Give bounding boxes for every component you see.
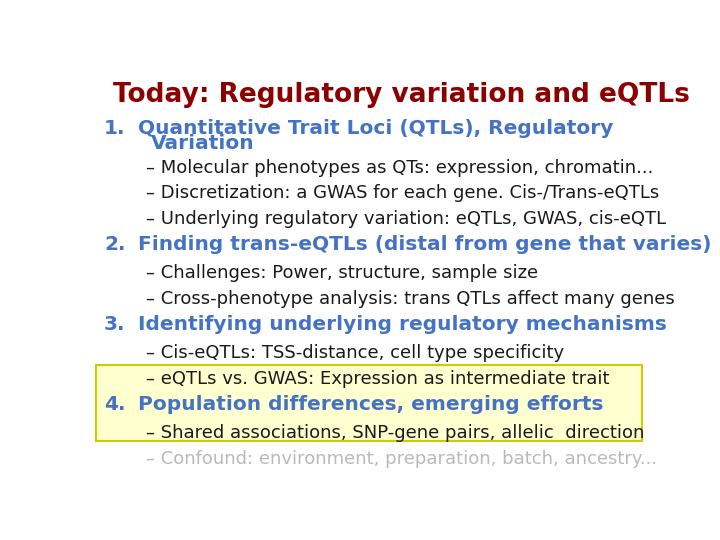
Text: 4.: 4. <box>104 395 125 414</box>
Text: Variation: Variation <box>150 134 254 153</box>
Text: Finding trans-eQTLs (distal from gene that varies): Finding trans-eQTLs (distal from gene th… <box>138 235 711 254</box>
Text: – Underlying regulatory variation: eQTLs, GWAS, cis-eQTL: – Underlying regulatory variation: eQTLs… <box>145 210 666 227</box>
Text: Identifying underlying regulatory mechanisms: Identifying underlying regulatory mechan… <box>138 315 667 334</box>
Text: – Discretization: a GWAS for each gene. Cis-/Trans-eQTLs: – Discretization: a GWAS for each gene. … <box>145 184 659 202</box>
Text: – eQTLs vs. GWAS: Expression as intermediate trait: – eQTLs vs. GWAS: Expression as intermed… <box>145 370 609 388</box>
Text: – Challenges: Power, structure, sample size: – Challenges: Power, structure, sample s… <box>145 264 538 282</box>
Text: – Molecular phenotypes as QTs: expression, chromatin...: – Molecular phenotypes as QTs: expressio… <box>145 159 653 177</box>
Text: 3.: 3. <box>104 315 125 334</box>
Text: Today: Regulatory variation and eQTLs: Today: Regulatory variation and eQTLs <box>113 82 690 108</box>
Text: 2.: 2. <box>104 235 125 254</box>
FancyBboxPatch shape <box>96 365 642 441</box>
Text: 1.: 1. <box>104 119 125 138</box>
Text: – Cross-phenotype analysis: trans QTLs affect many genes: – Cross-phenotype analysis: trans QTLs a… <box>145 289 675 308</box>
Text: Population differences, emerging efforts: Population differences, emerging efforts <box>138 395 603 414</box>
Text: – Shared associations, SNP-gene pairs, allelic  direction: – Shared associations, SNP-gene pairs, a… <box>145 424 644 442</box>
Text: – Cis-eQTLs: TSS-distance, cell type specificity: – Cis-eQTLs: TSS-distance, cell type spe… <box>145 345 564 362</box>
Text: Quantitative Trait Loci (QTLs), Regulatory: Quantitative Trait Loci (QTLs), Regulato… <box>138 119 613 138</box>
Text: – Confound: environment, preparation, batch, ancestry...: – Confound: environment, preparation, ba… <box>145 450 657 468</box>
